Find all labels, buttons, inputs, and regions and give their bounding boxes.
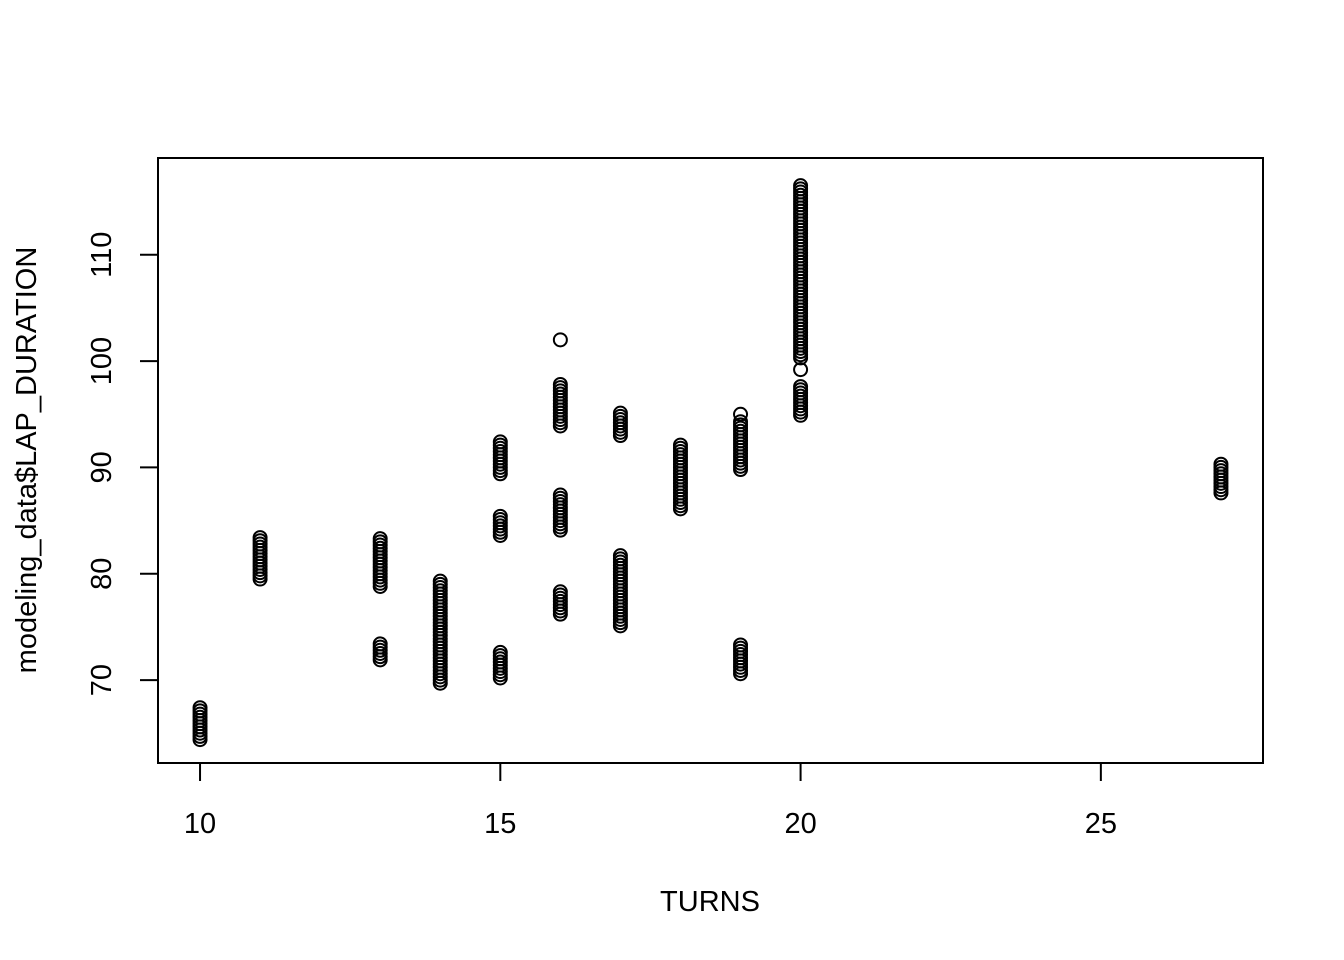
data-point: [612, 405, 628, 421]
points-layer: [192, 178, 1229, 748]
data-point: [492, 644, 508, 660]
data-point: [432, 573, 448, 589]
y-axis: 70 80 90 100 110: [86, 232, 159, 696]
x-tick-label: 10: [184, 808, 216, 840]
x-axis: 10 15 20 25: [184, 762, 1117, 840]
data-point: [552, 332, 568, 348]
x-tick-label: 25: [1085, 808, 1117, 840]
data-point: [793, 178, 809, 194]
y-tick-label: 80: [86, 558, 118, 590]
y-tick-label: 110: [86, 232, 118, 278]
data-point: [612, 548, 628, 564]
data-point: [252, 530, 268, 546]
data-point: [552, 487, 568, 503]
data-point: [192, 700, 208, 716]
data-point: [552, 376, 568, 392]
y-tick-label: 100: [86, 337, 118, 385]
data-point: [793, 362, 809, 378]
data-point: [672, 437, 688, 453]
data-point: [492, 434, 508, 450]
data-point: [492, 508, 508, 524]
data-point: [733, 406, 749, 422]
x-tick-label: 15: [484, 808, 516, 840]
data-point: [552, 584, 568, 600]
x-tick-label: 20: [784, 808, 816, 840]
data-point: [733, 414, 749, 430]
y-axis-title: modeling_data$LAP_DURATION: [11, 247, 43, 674]
data-point: [372, 531, 388, 547]
data-point: [1213, 456, 1229, 472]
plot-frame: [157, 157, 1264, 764]
x-axis-title: TURNS: [660, 886, 760, 918]
y-tick-label: 70: [86, 664, 118, 696]
y-tick-label: 90: [86, 451, 118, 483]
data-point: [733, 637, 749, 653]
data-point: [793, 379, 809, 395]
data-point: [372, 636, 388, 652]
